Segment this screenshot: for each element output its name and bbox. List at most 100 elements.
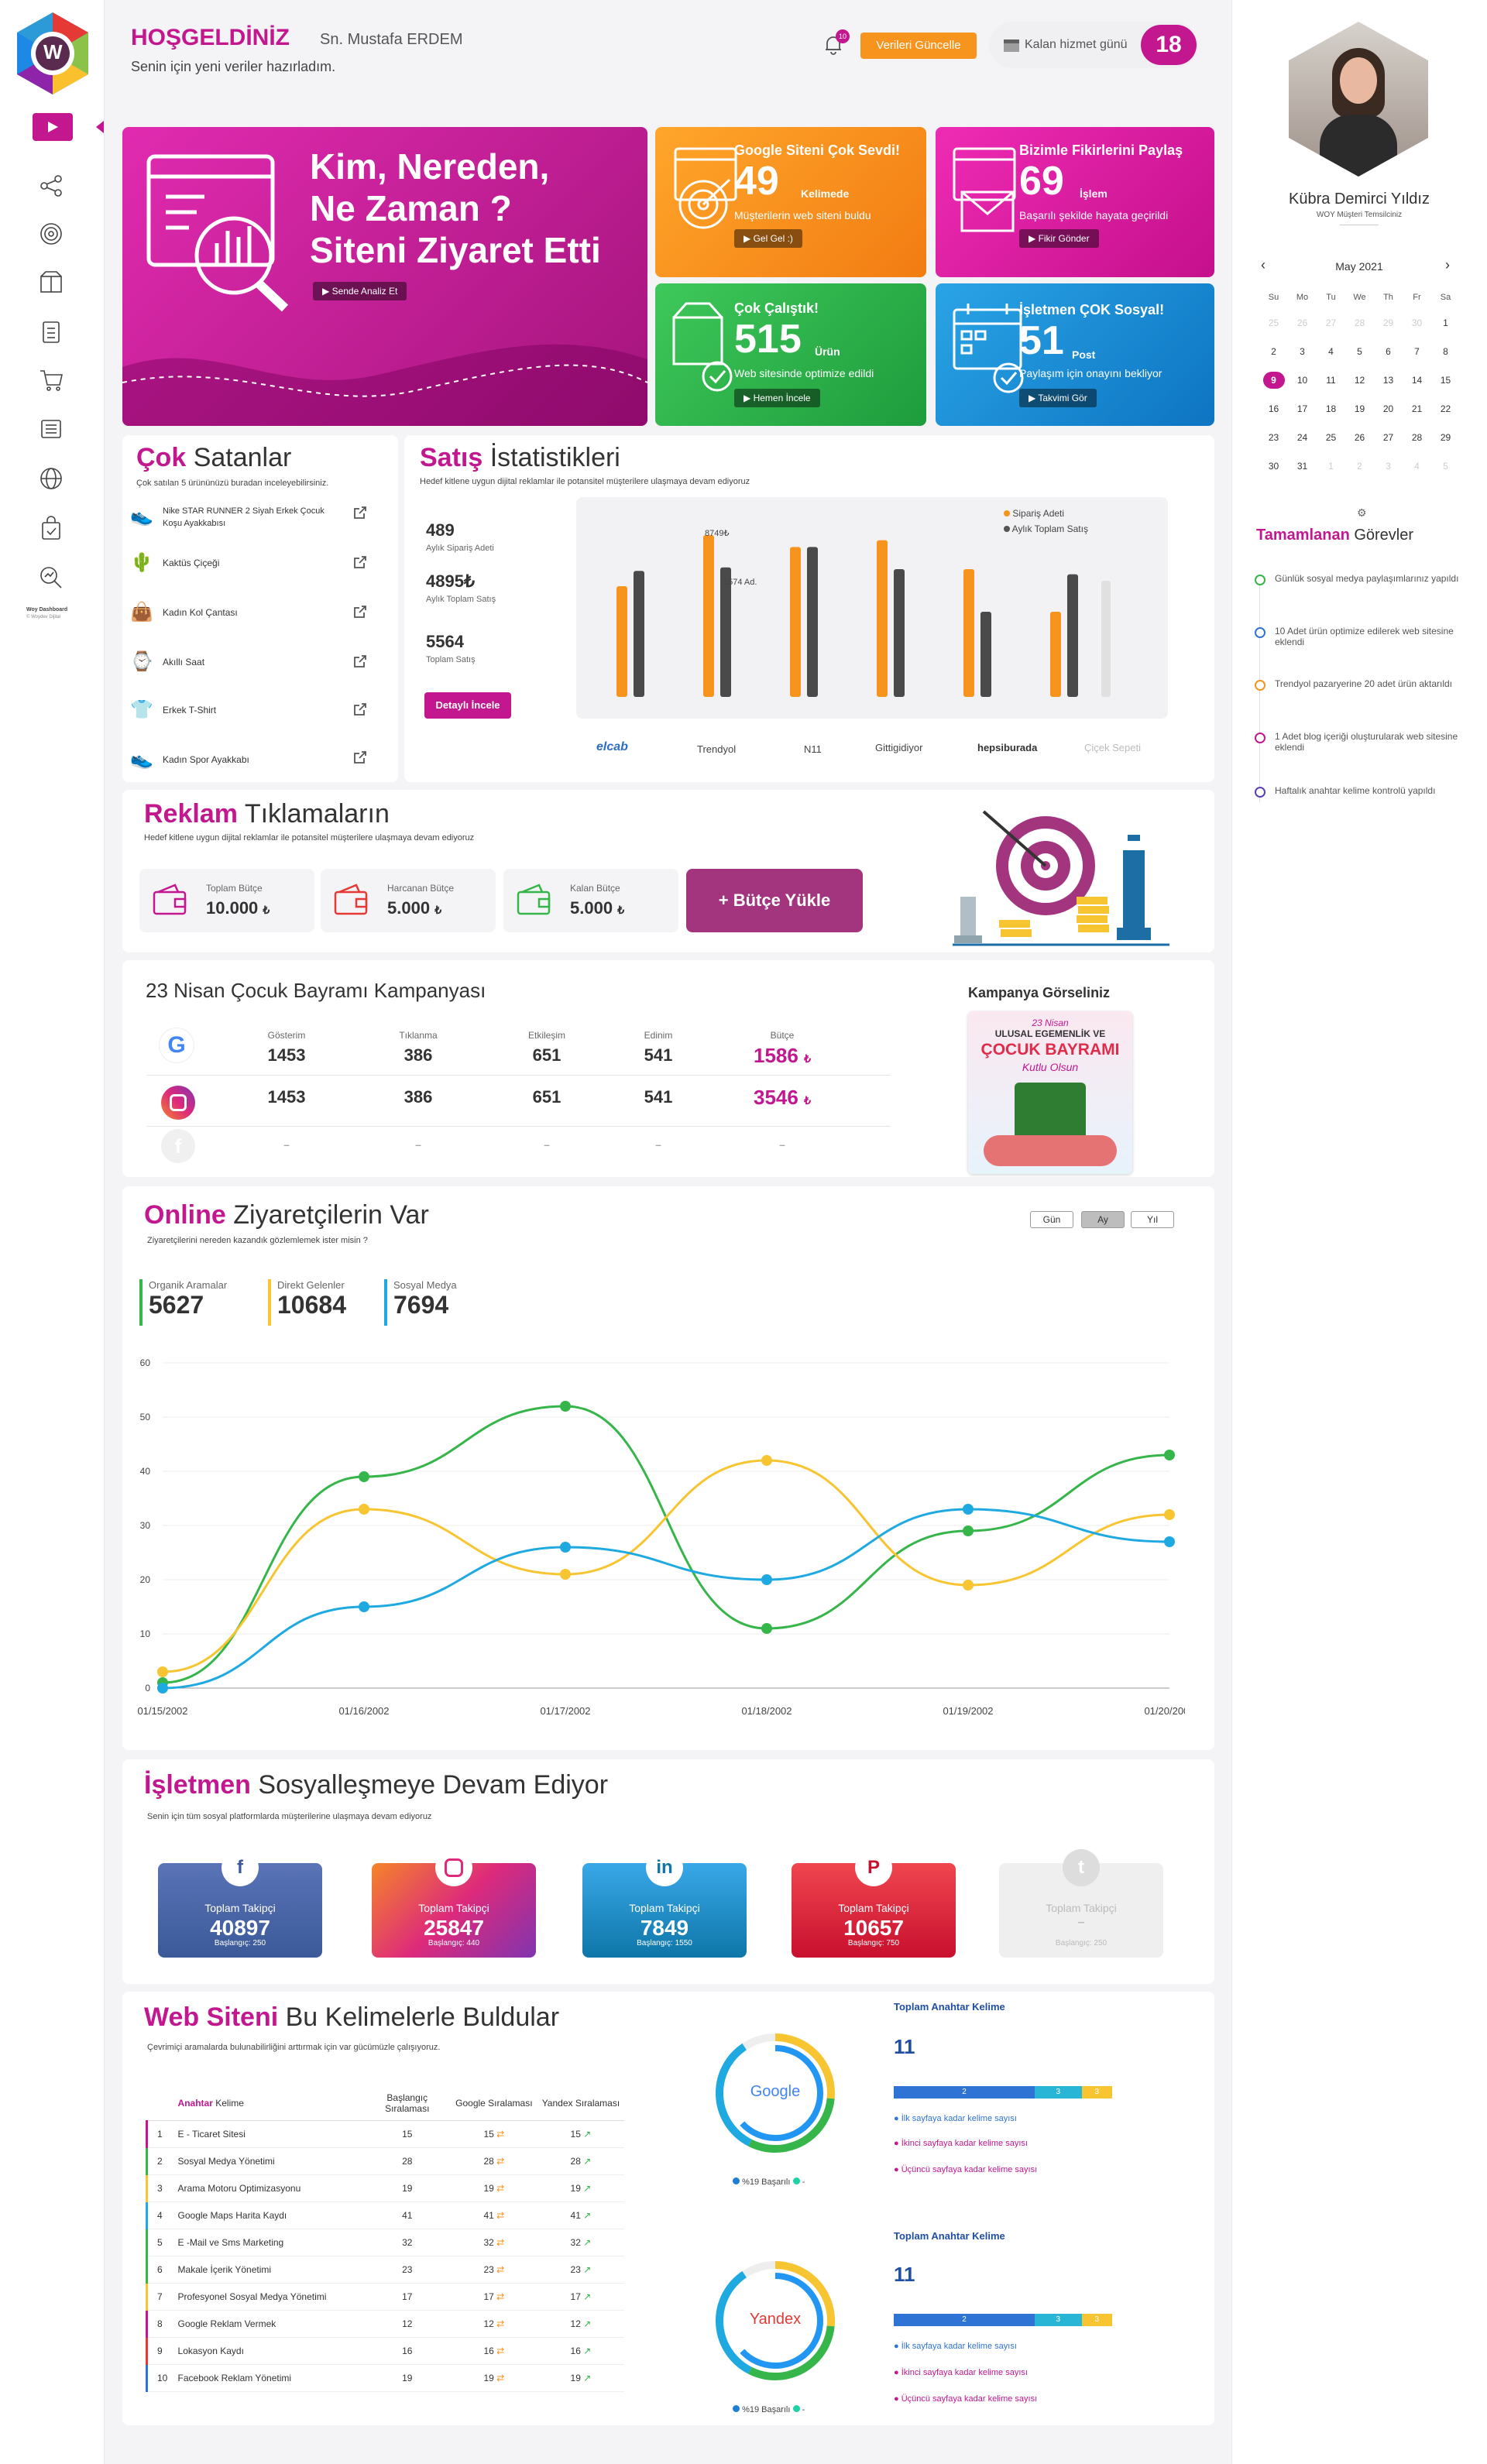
calendar-day[interactable]: 4 (1317, 337, 1345, 365)
kpi-organic: Organik Aramalar 5627 (139, 1279, 227, 1326)
update-data-button[interactable]: Verileri Güncelle (860, 33, 977, 59)
brand-elcab[interactable]: elcab (596, 740, 628, 753)
calendar-day[interactable]: 1 (1317, 451, 1345, 480)
nav-products[interactable] (34, 265, 68, 299)
nav-active-play[interactable] (33, 113, 73, 141)
calendar-day[interactable]: 25 (1317, 423, 1345, 451)
nav-target[interactable] (34, 217, 68, 251)
calendar-day[interactable]: 23 (1259, 423, 1288, 451)
external-link-icon[interactable] (352, 654, 368, 669)
external-link-icon[interactable] (352, 604, 368, 619)
calendar-day[interactable]: 26 (1288, 308, 1317, 337)
calendar-day[interactable]: 17 (1288, 394, 1317, 423)
work-card-button[interactable]: ▶ Hemen İncele (734, 389, 820, 407)
calendar-day[interactable]: 9 (1259, 365, 1288, 394)
calendar-day[interactable]: 15 (1431, 365, 1460, 394)
calendar-day[interactable]: 5 (1345, 337, 1374, 365)
currency-symbol: ₺ (263, 904, 270, 916)
hero-main-card[interactable]: Kim, Nereden, Ne Zaman ? Siteni Ziyaret … (122, 127, 647, 426)
calendar-day[interactable]: 28 (1403, 423, 1431, 451)
social-title-rest: Sosyalleşmeye Devam Ediyor (258, 1770, 609, 1800)
calendar-day[interactable]: 29 (1431, 423, 1460, 451)
calendar-day[interactable]: 2 (1345, 451, 1374, 480)
hero-social-card[interactable]: İşletmen ÇOK Sosyal! 51 Post Paylaşım iç… (936, 283, 1214, 426)
calendar-day[interactable]: 14 (1403, 365, 1431, 394)
hero-google-card[interactable]: Google Siteni Çok Sevdi! 49 Kelimede Müş… (655, 127, 926, 277)
keywords-title-bold: Web Siteni (144, 2002, 279, 2032)
google-card-button[interactable]: ▶ Gel Gel :) (734, 229, 802, 248)
calendar-day[interactable]: 4 (1403, 451, 1431, 480)
calendar-prev-button[interactable]: ‹ (1261, 257, 1265, 273)
kpi-social: Sosyal Medya 7694 (384, 1279, 457, 1326)
social-card-button[interactable]: ▶ Takvimi Gör (1019, 389, 1097, 407)
hero-work-card[interactable]: Çok Çalıştık! 515 Ürün Web sitesinde opt… (655, 283, 926, 426)
brand-hepsiburada[interactable]: hepsiburada (977, 742, 1038, 753)
calendar-day[interactable]: 22 (1431, 394, 1460, 423)
calendar-day[interactable]: 30 (1403, 308, 1431, 337)
nav-share[interactable] (34, 169, 68, 203)
calendar-day[interactable]: 27 (1317, 308, 1345, 337)
calendar-day[interactable]: 21 (1403, 394, 1431, 423)
success-dot-icon (733, 2405, 740, 2412)
nav-list[interactable] (34, 412, 68, 446)
calendar-day[interactable]: 30 (1259, 451, 1288, 480)
tab-month[interactable]: Ay (1081, 1211, 1125, 1228)
notification-bell[interactable]: 10 (822, 29, 850, 59)
external-link-icon[interactable] (352, 750, 368, 765)
details-button[interactable]: Detaylı İncele (424, 692, 511, 719)
calendar-day[interactable]: 31 (1288, 451, 1317, 480)
load-budget-button[interactable]: + Bütçe Yükle (686, 869, 863, 932)
tab-day[interactable]: Gün (1030, 1211, 1073, 1228)
calendar-day[interactable]: 1 (1431, 308, 1460, 337)
calendar-day[interactable]: 29 (1374, 308, 1403, 337)
twitter-followers-card[interactable]: t Toplam Takipçi – Başlangıç: 250 (999, 1849, 1163, 1958)
calendar-day[interactable]: 3 (1288, 337, 1317, 365)
calendar-day[interactable]: 8 (1431, 337, 1460, 365)
brand-ciceksepeti[interactable]: Çiçek Sepeti (1084, 742, 1141, 753)
calendar-day[interactable]: 27 (1374, 423, 1403, 451)
nav-reports[interactable] (34, 314, 68, 348)
calendar-next-button[interactable]: › (1445, 257, 1450, 273)
nav-analysis[interactable] (34, 561, 68, 595)
calendar-day-number: 28 (1411, 431, 1423, 443)
external-link-icon[interactable] (352, 702, 368, 717)
instagram-followers-card[interactable]: Toplam Takipçi 25847 Başlangıç: 440 (372, 1849, 536, 1958)
calendar-day[interactable]: 26 (1345, 423, 1374, 451)
calendar-day[interactable]: 25 (1259, 308, 1288, 337)
external-link-icon[interactable] (352, 505, 368, 520)
tab-year[interactable]: Yıl (1131, 1211, 1174, 1228)
calendar-day[interactable]: 6 (1374, 337, 1403, 365)
calendar-day[interactable]: 11 (1317, 365, 1345, 394)
calendar-day[interactable]: 13 (1374, 365, 1403, 394)
nav-tasks[interactable] (34, 511, 68, 545)
brand-trendyol[interactable]: Trendyol (697, 743, 737, 755)
calendar-day[interactable]: 18 (1317, 394, 1345, 423)
calendar-day[interactable]: 28 (1345, 308, 1374, 337)
woy-logo[interactable]: W (14, 11, 91, 96)
calendar-day[interactable]: 10 (1288, 365, 1317, 394)
nav-web[interactable] (34, 462, 68, 496)
right-panel (1231, 0, 1487, 2464)
calendar-day[interactable]: 7 (1403, 337, 1431, 365)
calendar-day[interactable]: 16 (1259, 394, 1288, 423)
linkedin-followers-card[interactable]: in Toplam Takipçi 7849 Başlangıç: 1550 (582, 1849, 747, 1958)
calendar-day[interactable]: 24 (1288, 423, 1317, 451)
calendar-day[interactable]: 12 (1345, 365, 1374, 394)
calendar-day[interactable]: 19 (1345, 394, 1374, 423)
pinterest-followers-card[interactable]: P Toplam Takipçi 10657 Başlangıç: 750 (792, 1849, 956, 1958)
campaign-poster[interactable]: 23 Nisan ULUSAL EGEMENLİK VE ÇOCUK BAYRA… (968, 1011, 1132, 1174)
yandex-segment-2: 3 (1034, 2314, 1082, 2326)
kpi-social-label: Sosyal Medya (393, 1279, 457, 1291)
brand-gittigidiyor[interactable]: Gittigidiyor (875, 742, 923, 753)
external-link-icon[interactable] (352, 554, 368, 570)
ideas-card-button[interactable]: ▶ Fikir Gönder (1019, 229, 1099, 248)
facebook-followers-card[interactable]: f Toplam Takipçi 40897 Başlangıç: 250 (158, 1849, 322, 1958)
analyze-button[interactable]: ▶ Sende Analiz Et (313, 282, 407, 300)
brand-n11[interactable]: N11 (804, 743, 822, 755)
calendar-day[interactable]: 3 (1374, 451, 1403, 480)
calendar-day[interactable]: 5 (1431, 451, 1460, 480)
calendar-day[interactable]: 2 (1259, 337, 1288, 365)
hero-ideas-card[interactable]: Bizimle Fikirlerini Paylaş 69 İşlem Başa… (936, 127, 1214, 277)
calendar-day[interactable]: 20 (1374, 394, 1403, 423)
nav-cart[interactable] (34, 362, 68, 396)
